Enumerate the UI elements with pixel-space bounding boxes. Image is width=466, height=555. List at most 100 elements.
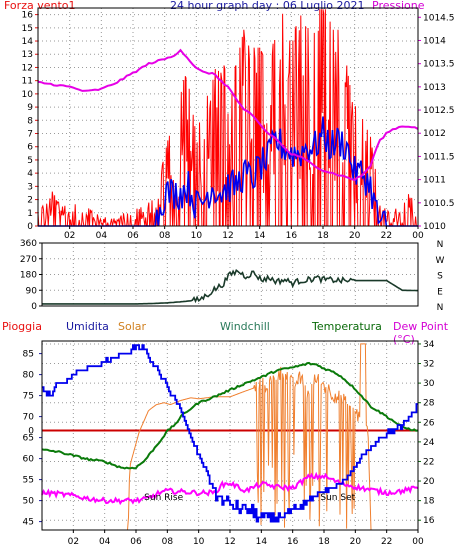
p1-left-tick-label: 11	[22, 77, 33, 87]
p3-xtick-label: 08	[162, 537, 174, 547]
p1-xtick-label: 12	[222, 231, 233, 241]
p1-left-tick-label: 0	[27, 222, 33, 232]
p1-xtick-label: 06	[127, 231, 139, 241]
p3-right-tick-label: 26	[423, 418, 435, 428]
legend-solar: Solar	[118, 320, 147, 333]
p2-ytick-label: 90	[26, 286, 38, 296]
compass-label-3: E	[437, 287, 443, 297]
p3-xtick-label: 22	[381, 537, 392, 547]
p3-right-tick-label: 18	[423, 497, 435, 507]
p3-right-tick-label: 34	[423, 340, 435, 350]
p3-xtick-label: 16	[287, 537, 299, 547]
annotation-sun-rise: Sun Rise	[144, 493, 183, 503]
legend-pioggia: Pioggia	[2, 320, 42, 333]
p3-xtick-label: 10	[193, 537, 205, 547]
p1-left-tick-label: 7	[27, 130, 33, 140]
p3-right-tick-label: 22	[423, 457, 434, 467]
compass-label-0: N	[437, 240, 444, 250]
p3-left-tick-label: 45	[23, 518, 34, 528]
p1-left-tick-label: 13	[22, 50, 33, 60]
p1-xtick-label: 10	[191, 231, 203, 241]
legend-temperatura: Temperatura	[312, 320, 382, 333]
compass-label-1: W	[436, 256, 445, 266]
p1-left-tick-label: 15	[22, 24, 33, 34]
p3-xtick-label: 04	[99, 537, 111, 547]
p3-xtick-label: 12	[224, 537, 235, 547]
p3-right-tick-label: 30	[423, 379, 435, 389]
p1-left-tick-label: 12	[22, 63, 33, 73]
p3-xtick-label: 14	[256, 537, 268, 547]
p1-xtick-label: 14	[254, 231, 266, 241]
p3-left-tick-label: 70	[23, 413, 35, 423]
p3-right-tick-label: 20	[423, 477, 435, 487]
p2-ytick-label: 270	[20, 255, 37, 265]
p1-right-tick-label: 1013.5	[423, 60, 455, 70]
p3-right-tick-label: 32	[423, 360, 434, 370]
legend-dewpoint: Dew Point (°C)	[393, 320, 449, 346]
p1-xtick-label: 08	[159, 231, 171, 241]
series-dew-point	[41, 471, 419, 506]
p1-left-tick-label: 4	[27, 169, 33, 179]
compass-label-4: N	[437, 303, 444, 313]
p1-left-tick-label: 14	[22, 37, 34, 47]
p3-left-tick-label: 55	[23, 476, 34, 486]
p1-left-tick-label: 10	[22, 90, 34, 100]
compass-label-2: S	[437, 272, 443, 282]
p1-xtick-label: 22	[381, 231, 392, 241]
p1-left-tick-label: 1	[27, 209, 33, 219]
p1-left-tick-label: 5	[27, 156, 33, 166]
p1-right-tick-label: 1011.5	[423, 152, 455, 162]
p1-right-tick-label: 1012.5	[423, 106, 455, 116]
p1-xtick-label: 04	[96, 231, 108, 241]
p1-xtick-label: 00	[412, 231, 424, 241]
series-wind-direction	[42, 269, 418, 305]
p1-xtick-label: 18	[317, 231, 329, 241]
series-pressure	[37, 48, 419, 181]
p3-xtick-label: 02	[68, 537, 79, 547]
header-right-label: Pressione	[372, 0, 425, 12]
p3-left-tick-label: 75	[23, 392, 34, 402]
p3-right-tick-label: 24	[423, 438, 435, 448]
p3-left-tick-label: 65	[23, 434, 34, 444]
rain-zero-label: 0	[28, 426, 34, 436]
p1-left-tick-label: 16	[22, 11, 34, 21]
p1-right-tick-label: 1014.5	[423, 13, 455, 23]
p1-right-tick-label: 1011	[423, 176, 446, 186]
p3-left-tick-label: 85	[23, 350, 34, 360]
p1-xtick-label: 02	[64, 231, 75, 241]
p1-right-tick-label: 1014	[423, 36, 446, 46]
p1-left-tick-label: 3	[27, 182, 33, 192]
series-umidita	[42, 344, 418, 523]
p1-left-tick-label: 9	[27, 103, 33, 113]
p3-xtick-label: 06	[130, 537, 142, 547]
series-wind-gust	[37, 9, 418, 227]
header-left-label: Forza vento1	[4, 0, 76, 12]
p3-right-tick-label: 16	[423, 516, 435, 526]
p1-left-tick-label: 6	[27, 143, 33, 153]
series-temperatura	[41, 361, 419, 470]
p1-xtick-label: 20	[349, 231, 361, 241]
p3-xtick-label: 20	[350, 537, 362, 547]
p3-left-tick-label: 60	[23, 455, 35, 465]
p3-left-tick-label: 50	[23, 497, 35, 507]
legend-umidita: Umidita	[66, 320, 109, 333]
p1-right-tick-label: 1010.5	[423, 199, 455, 209]
p2-ytick-label: 0	[31, 302, 37, 312]
p2-frame	[41, 242, 419, 307]
p1-right-tick-label: 1013	[423, 83, 446, 93]
p3-xtick-label: 18	[318, 537, 330, 547]
annotation-sun-set: Sun Set	[320, 493, 355, 503]
p3-right-tick-label: 28	[423, 399, 435, 409]
legend-windchill: Windchill	[220, 320, 270, 333]
p3-left-tick-label: 80	[23, 371, 35, 381]
p2-ytick-label: 180	[20, 271, 37, 281]
p1-xtick-label: 16	[286, 231, 298, 241]
p1-left-tick-label: 2	[27, 196, 33, 206]
p1-left-tick-label: 8	[27, 116, 33, 126]
chart-title: 24 hour graph day : 06 Luglio 2021	[170, 0, 365, 12]
p2-ytick-label: 360	[20, 239, 37, 249]
p3-xtick-label: 00	[412, 537, 424, 547]
p1-right-tick-label: 1010	[423, 222, 446, 232]
